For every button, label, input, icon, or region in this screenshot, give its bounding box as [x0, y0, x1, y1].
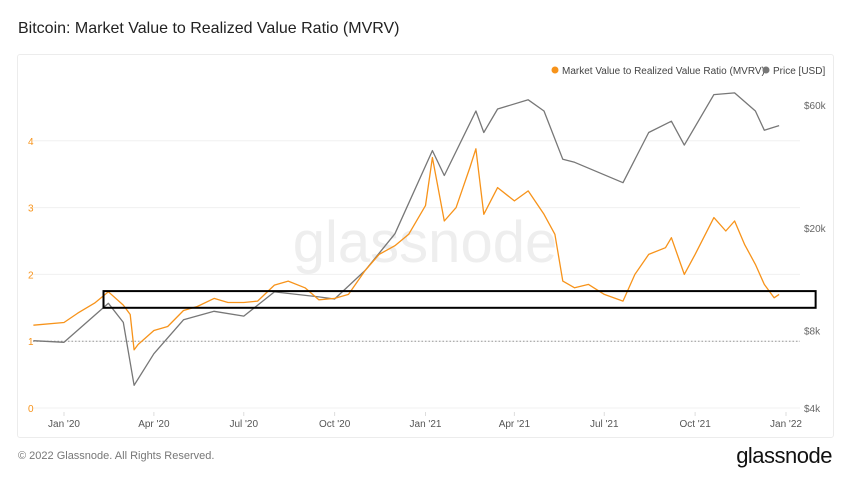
legend-mvrv-label[interactable]: Market Value to Realized Value Ratio (MV…: [562, 66, 765, 77]
x-tick-label: Jan '22: [770, 419, 802, 430]
legend: Market Value to Realized Value Ratio (MV…: [551, 66, 825, 77]
y-right-tick: $4k: [804, 404, 821, 415]
copyright: © 2022 Glassnode. All Rights Reserved.: [18, 450, 215, 462]
x-tick-label: Oct '20: [319, 419, 351, 430]
legend-mvrv-dot: [551, 66, 559, 74]
x-tick-label: Jul '20: [229, 419, 258, 430]
price-line: [33, 92, 780, 386]
y-left-tick: 3: [28, 204, 34, 215]
legend-price-dot: [762, 66, 770, 74]
y-left-tick: 1: [28, 337, 34, 348]
y-right-tick: $8k: [804, 327, 821, 338]
chart-card: [17, 54, 834, 438]
y-left-tick: 2: [28, 270, 34, 281]
x-tick-label: Apr '20: [138, 419, 170, 430]
y-left-tick: 4: [28, 137, 34, 148]
watermark: glassnode: [293, 210, 557, 275]
y-left-tick: 0: [28, 404, 34, 415]
x-tick-label: Jan '20: [48, 419, 80, 430]
x-tick-label: Oct '21: [679, 419, 711, 430]
y-right-tick: $60k: [804, 101, 827, 112]
x-tick-label: Jan '21: [410, 419, 442, 430]
legend-price-label[interactable]: Price [USD]: [773, 66, 825, 77]
y-right-tick: $20k: [804, 224, 827, 235]
glassnode-logo[interactable]: glassnode: [736, 443, 832, 468]
chart-title: Bitcoin: Market Value to Realized Value …: [18, 20, 400, 37]
annotation-box: [102, 290, 817, 309]
mvrv-line: [33, 148, 780, 351]
x-tick-label: Jul '21: [590, 419, 619, 430]
x-tick-label: Apr '21: [499, 419, 531, 430]
